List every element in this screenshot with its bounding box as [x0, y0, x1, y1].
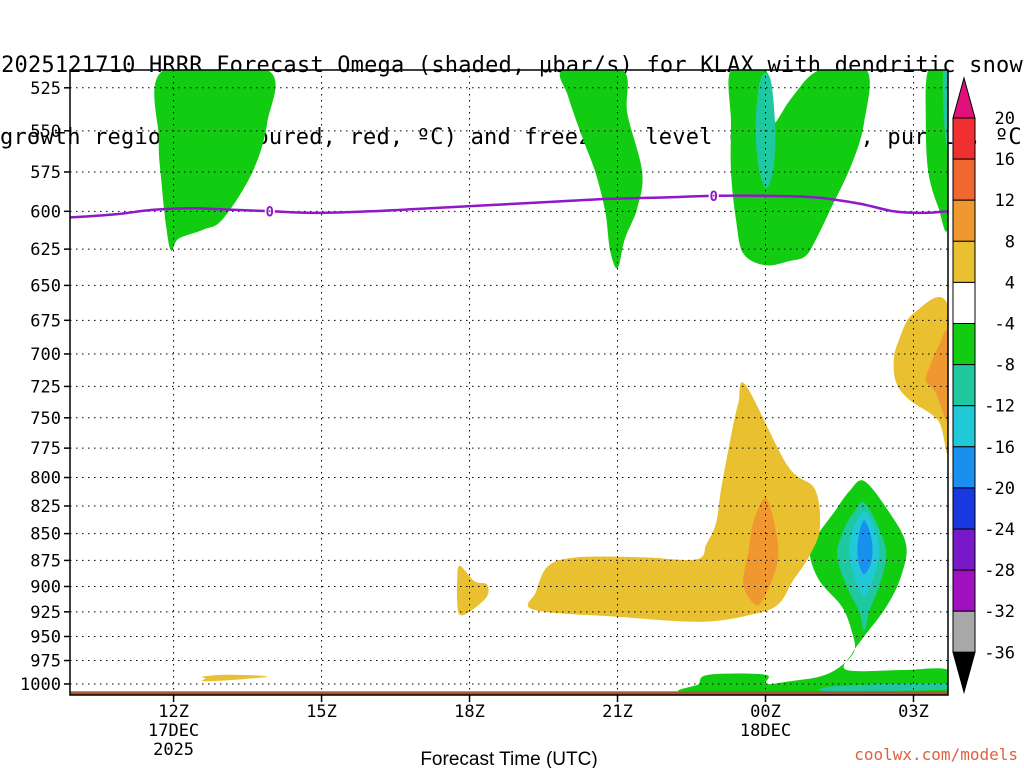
colorbar-bin--28--24	[952, 528, 976, 571]
colorbar-label--36: -36	[984, 643, 1015, 663]
chart-title-line-1: 2025121710 HRRR Forecast Omega (shaded, …	[1, 53, 1023, 78]
colorbar-bin--24--20	[952, 487, 976, 530]
omega-region-13	[456, 565, 489, 616]
colorbar-label-8: 8	[1005, 232, 1015, 252]
freezing-level-layer: 00	[70, 188, 948, 220]
plot-frame	[69, 69, 949, 696]
x-axis-label: Forecast Time (UTC)	[420, 749, 597, 768]
freezing-label-bg-0	[264, 204, 275, 219]
colorbar-label--8: -8	[995, 356, 1015, 376]
y-tick-label-675: 675	[30, 311, 61, 331]
omega-region-3	[925, 70, 948, 232]
grid-layer	[70, 70, 948, 695]
y-tick-label-875: 875	[30, 551, 61, 571]
colorbar-label-16: 16	[995, 150, 1015, 170]
y-tick-label-725: 725	[30, 377, 61, 397]
colorbar-bin-16-20	[952, 117, 976, 160]
surface-terrain-band	[70, 691, 948, 695]
colorbar-label--20: -20	[984, 479, 1015, 499]
colorbar-bin--8--4	[952, 323, 976, 366]
omega-region-16	[925, 330, 948, 420]
x-tick-date-17DEC: 17DEC	[148, 721, 199, 741]
credit-text: coolwx.com/models	[854, 745, 1018, 764]
x-tick-year-2025: 2025	[153, 740, 194, 760]
omega-region-15	[893, 297, 948, 454]
y-tick-label-800: 800	[30, 469, 61, 489]
colorbar-bin--12--8	[952, 364, 976, 407]
omega-region-10	[818, 683, 948, 692]
x-tick-label-00Z: 00Z	[750, 702, 781, 722]
colorbar-bin--16--12	[952, 405, 976, 448]
x-tick-label-18Z: 18Z	[454, 702, 485, 722]
y-tick-label-575: 575	[30, 163, 61, 183]
colorbar-bin--4-4	[952, 281, 976, 324]
freezing-level-line	[70, 194, 948, 219]
x-tick-label-21Z: 21Z	[602, 702, 633, 722]
freezing-level-label-0: 0	[266, 204, 274, 220]
colorbar-label--16: -16	[984, 438, 1015, 458]
y-axis-pressure-ticks: 525 550 575 600 625 650 675 700 725 750 775 800 825 8…	[20, 79, 70, 695]
colorbar-label-4: 4	[1005, 273, 1015, 293]
y-tick-label-525: 525	[30, 79, 61, 99]
y-tick-label-650: 650	[30, 276, 61, 296]
colorbar-bin--36--32	[952, 610, 976, 653]
colorbar-bin-4-8	[952, 240, 976, 283]
y-tick-label-600: 600	[30, 202, 61, 222]
omega-region-11	[527, 382, 821, 622]
y-tick-label-900: 900	[30, 577, 61, 597]
freezing-level-label-1: 0	[709, 189, 717, 205]
colorbar-bin-12-16	[952, 158, 976, 201]
x-tick-date-18DEC: 18DEC	[740, 721, 791, 741]
colorbar-label--24: -24	[984, 520, 1015, 540]
y-tick-label-625: 625	[30, 240, 61, 260]
y-tick-label-950: 950	[30, 628, 61, 648]
omega-shading-layer	[154, 70, 948, 695]
colorbar-label--4: -4	[995, 315, 1015, 335]
omega-region-5	[942, 70, 948, 150]
x-tick-label-12Z: 12Z	[158, 702, 189, 722]
colorbar-cap-bottom	[952, 651, 976, 695]
colorbar-label-20: 20	[995, 109, 1015, 129]
omega-region-0	[154, 70, 276, 251]
colorbar-bin-8-12	[952, 199, 976, 242]
y-tick-label-775: 775	[30, 439, 61, 459]
colorbar-cap-top	[952, 76, 976, 119]
x-tick-label-03Z: 03Z	[898, 702, 929, 722]
colorbar: 20 16 12 8 4 -4 -8 -12 -16 -20 -24 -28 -32 -36	[952, 76, 1015, 695]
freezing-label-bg-1	[708, 188, 719, 203]
colorbar-label-12: 12	[995, 191, 1015, 211]
omega-region-1	[559, 70, 643, 269]
x-tick-label-15Z: 15Z	[306, 702, 337, 722]
y-tick-label-750: 750	[30, 409, 61, 429]
omega-region-12	[743, 498, 779, 606]
y-tick-label-925: 925	[30, 603, 61, 623]
colorbar-label--12: -12	[984, 397, 1015, 417]
colorbar-bin--20--16	[952, 446, 976, 489]
y-tick-label-975: 975	[30, 652, 61, 672]
y-tick-label-1000: 1000	[20, 675, 61, 695]
colorbar-label--32: -32	[984, 602, 1015, 622]
y-tick-label-850: 850	[30, 525, 61, 545]
omega-region-14	[202, 674, 268, 682]
omega-region-2	[728, 70, 870, 266]
y-tick-label-550: 550	[30, 122, 61, 142]
y-tick-label-825: 825	[30, 497, 61, 517]
colorbar-label--28: -28	[984, 561, 1015, 581]
colorbar-bin--32--28	[952, 569, 976, 612]
y-tick-label-700: 700	[30, 345, 61, 365]
